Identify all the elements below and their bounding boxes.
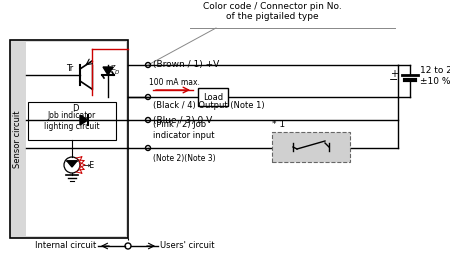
Text: (Note 2)(Note 3): (Note 2)(Note 3): [153, 153, 216, 162]
Text: * 1: * 1: [272, 120, 285, 129]
Text: Sensor circuit: Sensor circuit: [14, 110, 22, 168]
Bar: [10, 40, 128, 238]
Polygon shape: [67, 161, 77, 167]
Text: (Black / 4) Output (Note 1): (Black / 4) Output (Note 1): [153, 101, 265, 109]
Bar: [28, 102, 116, 140]
Text: Users' circuit: Users' circuit: [160, 242, 215, 250]
Bar: [198, 88, 228, 106]
Text: Load: Load: [203, 93, 223, 101]
Polygon shape: [103, 67, 113, 75]
Text: +: +: [390, 69, 398, 79]
Bar: [272, 132, 350, 162]
Text: D: D: [115, 70, 119, 75]
Text: Z: Z: [111, 65, 116, 71]
Text: (Brown / 1) +V: (Brown / 1) +V: [153, 61, 219, 69]
Text: Tr: Tr: [66, 64, 73, 73]
Text: →E: →E: [84, 160, 95, 170]
Text: Color code / Connector pin No.
of the pigtailed type: Color code / Connector pin No. of the pi…: [202, 2, 342, 21]
Text: Internal circuit: Internal circuit: [35, 242, 96, 250]
Text: 100 mA max.: 100 mA max.: [148, 78, 199, 87]
Bar: [26, 42, 126, 236]
Text: (Pink / 2) Job
indicator input: (Pink / 2) Job indicator input: [153, 120, 215, 140]
Polygon shape: [80, 115, 88, 125]
Text: (Blue / 3) 0 V: (Blue / 3) 0 V: [153, 115, 212, 125]
Text: −: −: [389, 75, 398, 85]
Text: 12 to 24 V DC
±10 %: 12 to 24 V DC ±10 %: [420, 66, 450, 86]
Text: D: D: [72, 104, 78, 113]
Text: Job indicator
lighting circuit: Job indicator lighting circuit: [44, 110, 100, 131]
